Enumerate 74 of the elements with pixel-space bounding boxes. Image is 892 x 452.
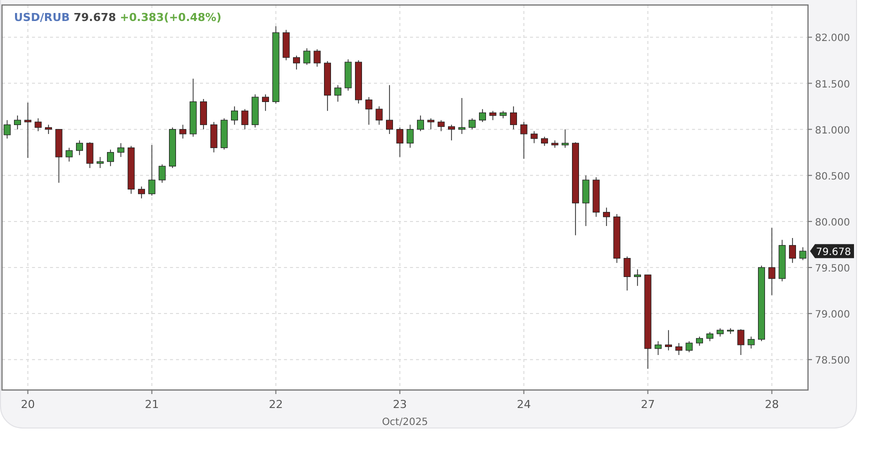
candlestick [262, 94, 270, 112]
x-tick-label: 28 [764, 398, 779, 411]
candlestick [427, 118, 434, 130]
y-tick-label: 78.500 [815, 356, 850, 367]
candlestick [44, 124, 52, 134]
candlestick [696, 336, 704, 346]
x-tick-label: 23 [392, 398, 407, 411]
candlestick [478, 108, 486, 122]
x-tick-label: 27 [640, 398, 655, 411]
x-tick-label: 24 [516, 398, 531, 411]
candlestick [510, 106, 518, 130]
candlestick [448, 124, 456, 141]
candlestick [438, 120, 445, 132]
x-tick-label: 20 [20, 398, 35, 411]
candlestick [376, 106, 383, 126]
candlestick [117, 142, 124, 158]
candlestick [365, 96, 372, 126]
candlestick [582, 174, 590, 227]
candlestick [292, 55, 300, 70]
candlestick [200, 98, 208, 130]
candlestick [34, 118, 42, 132]
candlestick [66, 147, 73, 162]
candlestick [416, 115, 424, 132]
candlestick [737, 328, 744, 356]
candlestick [768, 227, 776, 296]
candlestick [664, 330, 672, 351]
y-tick-label: 80.000 [815, 217, 850, 228]
annotation: 79.678 [816, 247, 851, 258]
candlestick [530, 130, 538, 144]
x-tick-label: 22 [268, 398, 283, 411]
candlestick [799, 246, 806, 261]
candlestick [489, 110, 496, 121]
candlestick [179, 124, 186, 140]
x-axis-title: Oct/2025 [382, 417, 428, 428]
candlestick [396, 127, 404, 158]
candlestick [303, 48, 310, 66]
text: USD/RUB 79.678 +0.383(+0.48%) [14, 11, 222, 24]
candlestick [468, 118, 476, 130]
candlestick [520, 121, 528, 160]
y-tick-label: 79.500 [815, 264, 850, 274]
candlestick [654, 340, 662, 356]
candlestick [334, 84, 342, 102]
candlestick [540, 136, 548, 146]
candlestick [148, 144, 156, 196]
candlestick [406, 124, 414, 148]
candlestick [788, 238, 796, 264]
candlestick [14, 115, 22, 130]
candlestick [748, 336, 755, 350]
candlestick [686, 340, 693, 353]
candlestick [562, 128, 569, 148]
candlestick [4, 120, 11, 140]
candlestick [624, 256, 631, 292]
candlestick [210, 121, 218, 153]
candlestick [458, 98, 466, 134]
candlestick [706, 331, 714, 342]
candlestick [138, 186, 146, 199]
y-tick-label: 79.000 [815, 310, 850, 321]
candlestick [634, 268, 642, 286]
candlestick [106, 149, 114, 167]
candlestick [76, 140, 84, 156]
candlestick [241, 108, 248, 130]
candlestick [314, 48, 321, 68]
candlestick [602, 207, 610, 227]
candlestick [675, 342, 682, 356]
x-tick-label: 21 [144, 398, 159, 411]
candlestick [158, 164, 166, 184]
candlestick [230, 106, 238, 126]
y-tick-label: 80.500 [815, 171, 850, 182]
candlestick [386, 84, 394, 134]
y-tick-label: 82.000 [815, 33, 850, 44]
y-tick-label: 81.000 [815, 125, 850, 136]
candlestick [86, 142, 94, 169]
y-tick-label: 81.500 [815, 79, 850, 90]
candlestick [24, 102, 32, 158]
